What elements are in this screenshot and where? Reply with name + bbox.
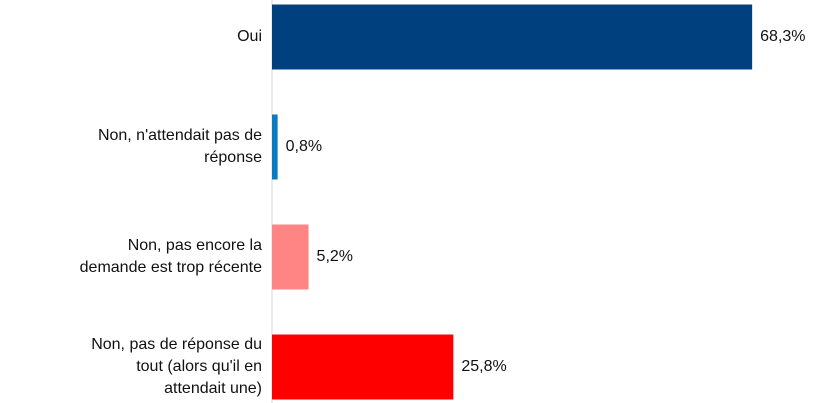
category-label: Non, n'attendait pas de réponse bbox=[97, 127, 262, 166]
bar bbox=[272, 334, 454, 400]
category-label: Non, pas de réponse du tout (alors qu'il… bbox=[91, 336, 262, 397]
value-label: 68,3% bbox=[760, 28, 806, 45]
value-label: 5,2% bbox=[316, 248, 354, 265]
category-label: Non, pas encore la demande est trop réce… bbox=[79, 237, 262, 276]
bar bbox=[272, 4, 753, 70]
value-label: 0,8% bbox=[285, 138, 323, 155]
bar bbox=[272, 114, 278, 180]
value-label: 25,8% bbox=[461, 358, 507, 375]
category-label: Oui bbox=[237, 28, 262, 45]
bar bbox=[272, 224, 309, 290]
